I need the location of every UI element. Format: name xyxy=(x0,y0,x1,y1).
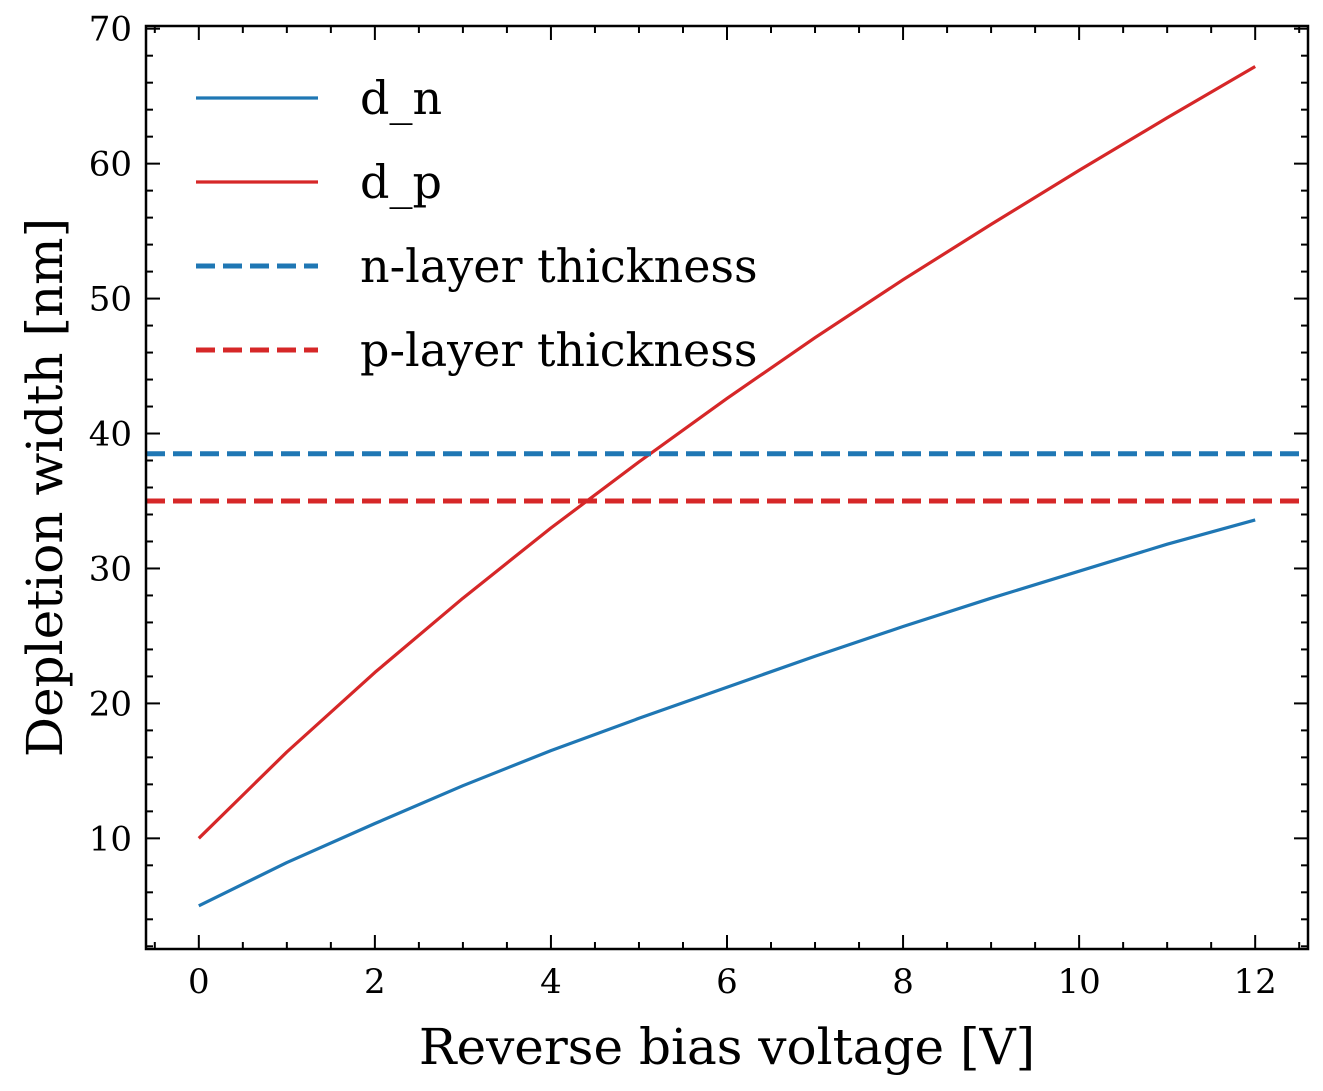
y-axis-label: Depletion width [nm] xyxy=(16,218,74,757)
series-line-2 xyxy=(197,65,1257,840)
y-tick-label: 40 xyxy=(89,415,132,455)
y-tick-label: 60 xyxy=(89,145,132,185)
y-tick-label: 70 xyxy=(89,10,132,50)
y-tick-label: 30 xyxy=(89,549,132,589)
plot-area xyxy=(146,65,1308,908)
axis-ticks xyxy=(146,26,1308,949)
x-tick-label: 12 xyxy=(1234,962,1277,1002)
series-line-1 xyxy=(198,518,1256,908)
x-tick-label: 8 xyxy=(892,962,914,1002)
legend-label-3: n-layer thickness xyxy=(360,239,758,293)
y-tick-label: 20 xyxy=(89,684,132,724)
y-tick-label: 10 xyxy=(89,819,132,859)
legend-label-4: p-layer thickness xyxy=(360,323,757,377)
x-tick-label: 0 xyxy=(188,962,210,1002)
tick-labels: 0 2 4 6 8 10 12 10 20 30 40 50 60 70 xyxy=(89,10,1277,1002)
x-tick-label: 6 xyxy=(716,962,738,1002)
legend-label-1: d_n xyxy=(360,71,442,125)
x-axis-label: Reverse bias voltage [V] xyxy=(419,1018,1035,1076)
legend-label-2: d_p xyxy=(360,155,442,209)
plot-frame xyxy=(144,24,1310,951)
x-tick-label: 4 xyxy=(540,962,562,1002)
y-tick-label: 50 xyxy=(89,280,132,320)
legend: d_n d_p n-layer thickness p-layer thickness xyxy=(196,71,758,377)
x-tick-label: 10 xyxy=(1057,962,1100,1002)
x-tick-label: 2 xyxy=(364,962,386,1002)
